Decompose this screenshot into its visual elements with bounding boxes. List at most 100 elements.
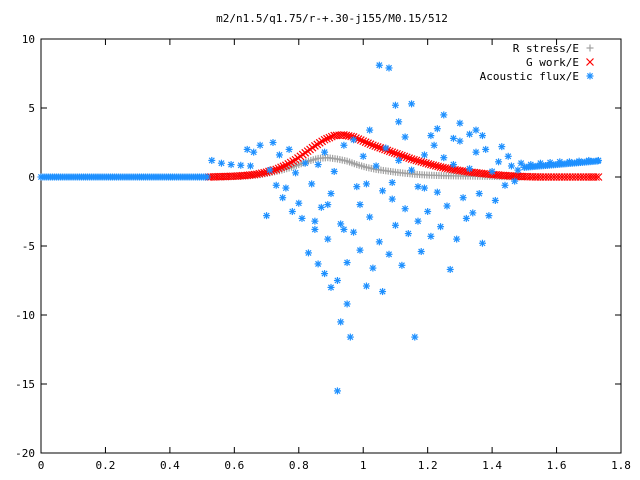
data-point: [410, 155, 418, 164]
data-point: [488, 167, 496, 175]
data-point: [308, 180, 316, 188]
data-point: [420, 151, 428, 159]
data-point: [350, 136, 358, 144]
data-point: [417, 157, 426, 166]
data-point: [412, 156, 421, 165]
data-point: [382, 144, 390, 152]
data-point: [362, 180, 370, 188]
data-point: [269, 139, 277, 146]
data-point: [246, 162, 254, 170]
data-point: [407, 155, 416, 163]
data-point: [208, 156, 216, 164]
y-tick-label: 10: [22, 33, 35, 46]
data-point: [482, 145, 490, 153]
data-point: [424, 208, 432, 215]
data-point: [565, 158, 573, 166]
data-point: [275, 151, 283, 159]
data-point: [422, 159, 430, 168]
data-point: [314, 260, 322, 268]
data-point: [495, 158, 503, 166]
data-point: [263, 212, 271, 220]
data-point: [536, 159, 544, 167]
data-point: [446, 265, 454, 273]
y-tick-label: -5: [22, 240, 35, 253]
data-point: [333, 387, 341, 395]
data-point: [385, 64, 393, 72]
data-point: [414, 157, 423, 166]
data-point: [417, 248, 425, 256]
data-point: [282, 184, 290, 192]
data-point: [292, 169, 300, 177]
data-point: [317, 203, 325, 211]
data-point: [372, 162, 380, 170]
data-point: [433, 125, 441, 133]
data-point: [556, 158, 564, 166]
x-tick-label: 1.2: [418, 459, 438, 472]
data-point: [401, 133, 409, 141]
data-point: [388, 179, 396, 187]
data-point: [227, 161, 235, 169]
data-point: [217, 159, 225, 167]
data-point: [414, 217, 422, 225]
data-point: [369, 264, 377, 272]
data-point: [411, 333, 419, 341]
data-point: [356, 136, 365, 145]
data-point: [267, 166, 276, 175]
data-point: [475, 190, 483, 198]
data-point: [324, 201, 332, 209]
x-tick-label: 1.6: [547, 459, 567, 472]
data-point: [311, 217, 319, 225]
data-point: [359, 152, 367, 160]
data-point: [272, 165, 281, 174]
data-point: [501, 181, 509, 189]
data-point: [340, 141, 348, 149]
data-point: [385, 250, 393, 258]
data-point: [333, 277, 341, 284]
series-3: [37, 173, 211, 181]
data-point: [575, 157, 583, 165]
data-point: [419, 158, 428, 167]
data-point: [366, 126, 374, 134]
data-point: [320, 135, 329, 144]
data-point: [401, 205, 409, 213]
data-point: [373, 143, 382, 151]
data-point: [321, 148, 329, 156]
data-point: [472, 126, 480, 134]
data-point: [472, 148, 480, 156]
data-point: [426, 160, 435, 169]
series-layer: [37, 61, 603, 395]
x-tick-label: 0.8: [289, 459, 309, 472]
data-point: [250, 148, 258, 156]
data-point: [594, 173, 603, 181]
data-point: [391, 101, 399, 109]
data-point: [255, 169, 264, 178]
data-point: [466, 165, 474, 173]
data-point: [257, 169, 266, 178]
data-point: [353, 183, 361, 191]
data-point: [466, 130, 474, 138]
data-point: [243, 145, 251, 153]
data-point: [284, 159, 293, 168]
data-point: [323, 134, 331, 143]
data-point: [314, 161, 322, 169]
data-point: [420, 184, 428, 192]
data-point: [437, 223, 445, 231]
data-point: [507, 162, 515, 170]
data-point: [343, 259, 351, 267]
data-point: [252, 170, 261, 179]
data-point: [286, 158, 295, 167]
data-point: [459, 194, 467, 202]
data-point: [343, 300, 351, 308]
data-point: [449, 134, 457, 142]
data-point: [449, 161, 457, 169]
data-point: [443, 202, 451, 210]
data-point: [395, 118, 403, 126]
data-point: [498, 143, 506, 151]
x-tick-label: 1: [360, 459, 367, 472]
data-point: [511, 177, 519, 185]
y-tick-label: -20: [15, 447, 35, 460]
data-point: [594, 156, 602, 164]
data-point: [453, 235, 461, 243]
